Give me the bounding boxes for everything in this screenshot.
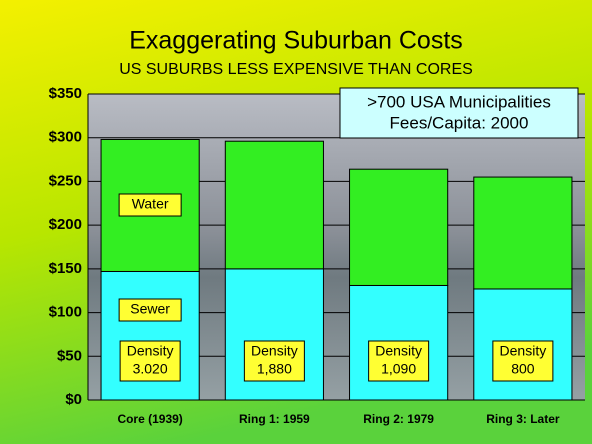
x-tick-label: Ring 2: 1979 [363, 412, 434, 426]
y-tick-label: $100 [49, 304, 82, 321]
density-label: 800 [511, 361, 535, 377]
x-tick-label: Ring 1: 1959 [239, 412, 310, 426]
info-text: Fees/Capita: 2000 [390, 113, 529, 132]
y-tick-label: $350 [49, 85, 82, 102]
density-title: Density [500, 343, 547, 359]
chart-subtitle: US SUBURBS LESS EXPENSIVE THAN CORES [119, 61, 473, 78]
x-tick-label: Ring 3: Later [486, 412, 560, 426]
density-label: 1,090 [381, 361, 416, 377]
slide: Exaggerating Suburban Costs US SUBURBS L… [0, 0, 592, 444]
y-tick-label: $200 [49, 216, 82, 233]
x-tick-label: Core (1939) [117, 412, 182, 426]
y-tick-label: $150 [49, 260, 82, 277]
bar-segment [474, 177, 572, 289]
y-tick-label: $50 [57, 347, 82, 364]
series-label: Sewer [130, 301, 170, 317]
bar-segment [350, 169, 448, 285]
series-label: Water [132, 196, 169, 212]
density-title: Density [375, 343, 422, 359]
density-title: Density [251, 343, 298, 359]
y-tick-label: $300 [49, 129, 82, 146]
density-title: Density [127, 343, 174, 359]
info-text: >700 USA Municipalities [367, 92, 551, 111]
y-tick-label: $0 [65, 391, 82, 408]
chart-title: Exaggerating Suburban Costs [129, 27, 463, 55]
density-label: 3.020 [133, 361, 168, 377]
bar-segment [225, 141, 323, 269]
density-label: 1,880 [257, 361, 292, 377]
y-tick-label: $250 [49, 172, 82, 189]
